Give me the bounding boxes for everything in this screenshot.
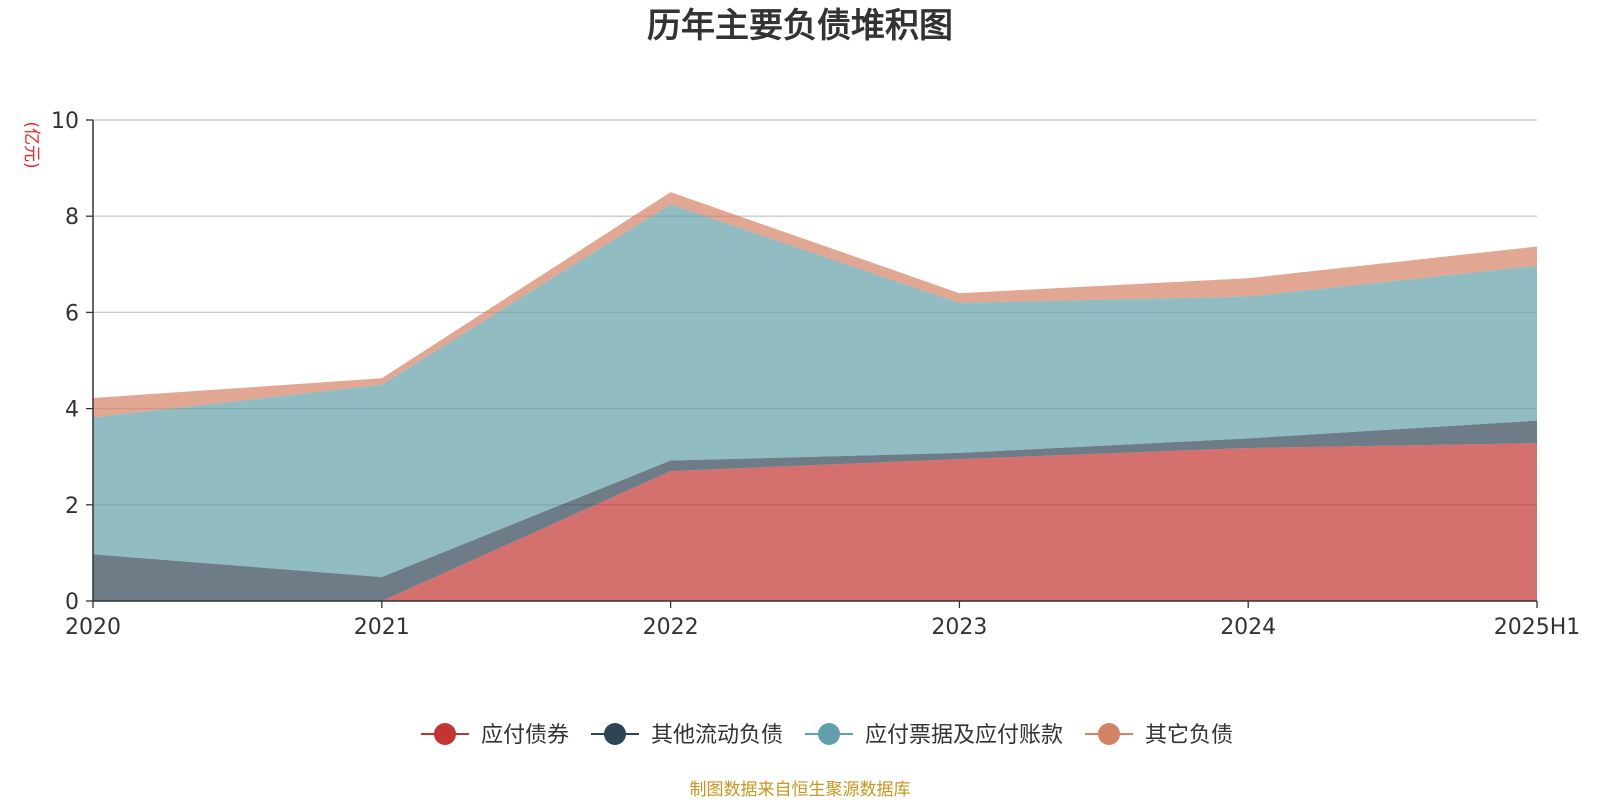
legend-item-3[interactable]: 应付票据及应付账款 (805, 723, 1063, 748)
legend-marker-icon (604, 723, 626, 745)
legend: 应付债券 其他流动负债 应付票据及应付账款 其它负债 (421, 723, 1233, 748)
y-tick-label: 2 (65, 494, 79, 519)
legend-label: 应付票据及应付账款 (865, 723, 1063, 748)
y-tick-label: 0 (65, 590, 79, 615)
x-tick-label: 2020 (65, 615, 121, 640)
legend-item-1[interactable]: 应付债券 (421, 723, 569, 748)
legend-label: 其它负债 (1145, 723, 1233, 748)
area-series-2 (93, 420, 1537, 601)
y-tick-label: 4 (65, 398, 79, 423)
area-series-3 (93, 204, 1537, 577)
y-axis-ticks: 0 2 4 6 8 10 (51, 109, 93, 615)
axes (92, 120, 1537, 602)
y-axis-unit: (亿元) (21, 121, 41, 168)
y-tick-label: 8 (65, 205, 79, 230)
source-note: 制图数据来自恒生聚源数据库 (690, 780, 911, 800)
x-tick-label: 2023 (931, 615, 987, 640)
x-tick-label: 2022 (643, 615, 699, 640)
x-axis-ticks: 2020 2021 2022 2023 2024 2025H1 (65, 601, 1580, 640)
area-series-1 (93, 443, 1537, 601)
y-tick-label: 10 (51, 109, 79, 134)
series-areas (93, 192, 1537, 601)
legend-label: 其他流动负债 (651, 723, 783, 748)
x-tick-label: 2021 (354, 615, 410, 640)
legend-label: 应付债券 (481, 723, 569, 748)
legend-marker-icon (818, 723, 840, 745)
area-series-4 (93, 192, 1537, 418)
x-tick-label: 2025H1 (1494, 615, 1581, 640)
legend-marker-icon (1098, 723, 1120, 745)
chart-title: 历年主要负债堆积图 (647, 6, 953, 46)
legend-item-4[interactable]: 其它负债 (1085, 723, 1233, 748)
y-tick-label: 6 (65, 301, 79, 326)
legend-item-2[interactable]: 其他流动负债 (591, 723, 783, 748)
legend-marker-icon (434, 723, 456, 745)
x-tick-label: 2024 (1220, 615, 1276, 640)
